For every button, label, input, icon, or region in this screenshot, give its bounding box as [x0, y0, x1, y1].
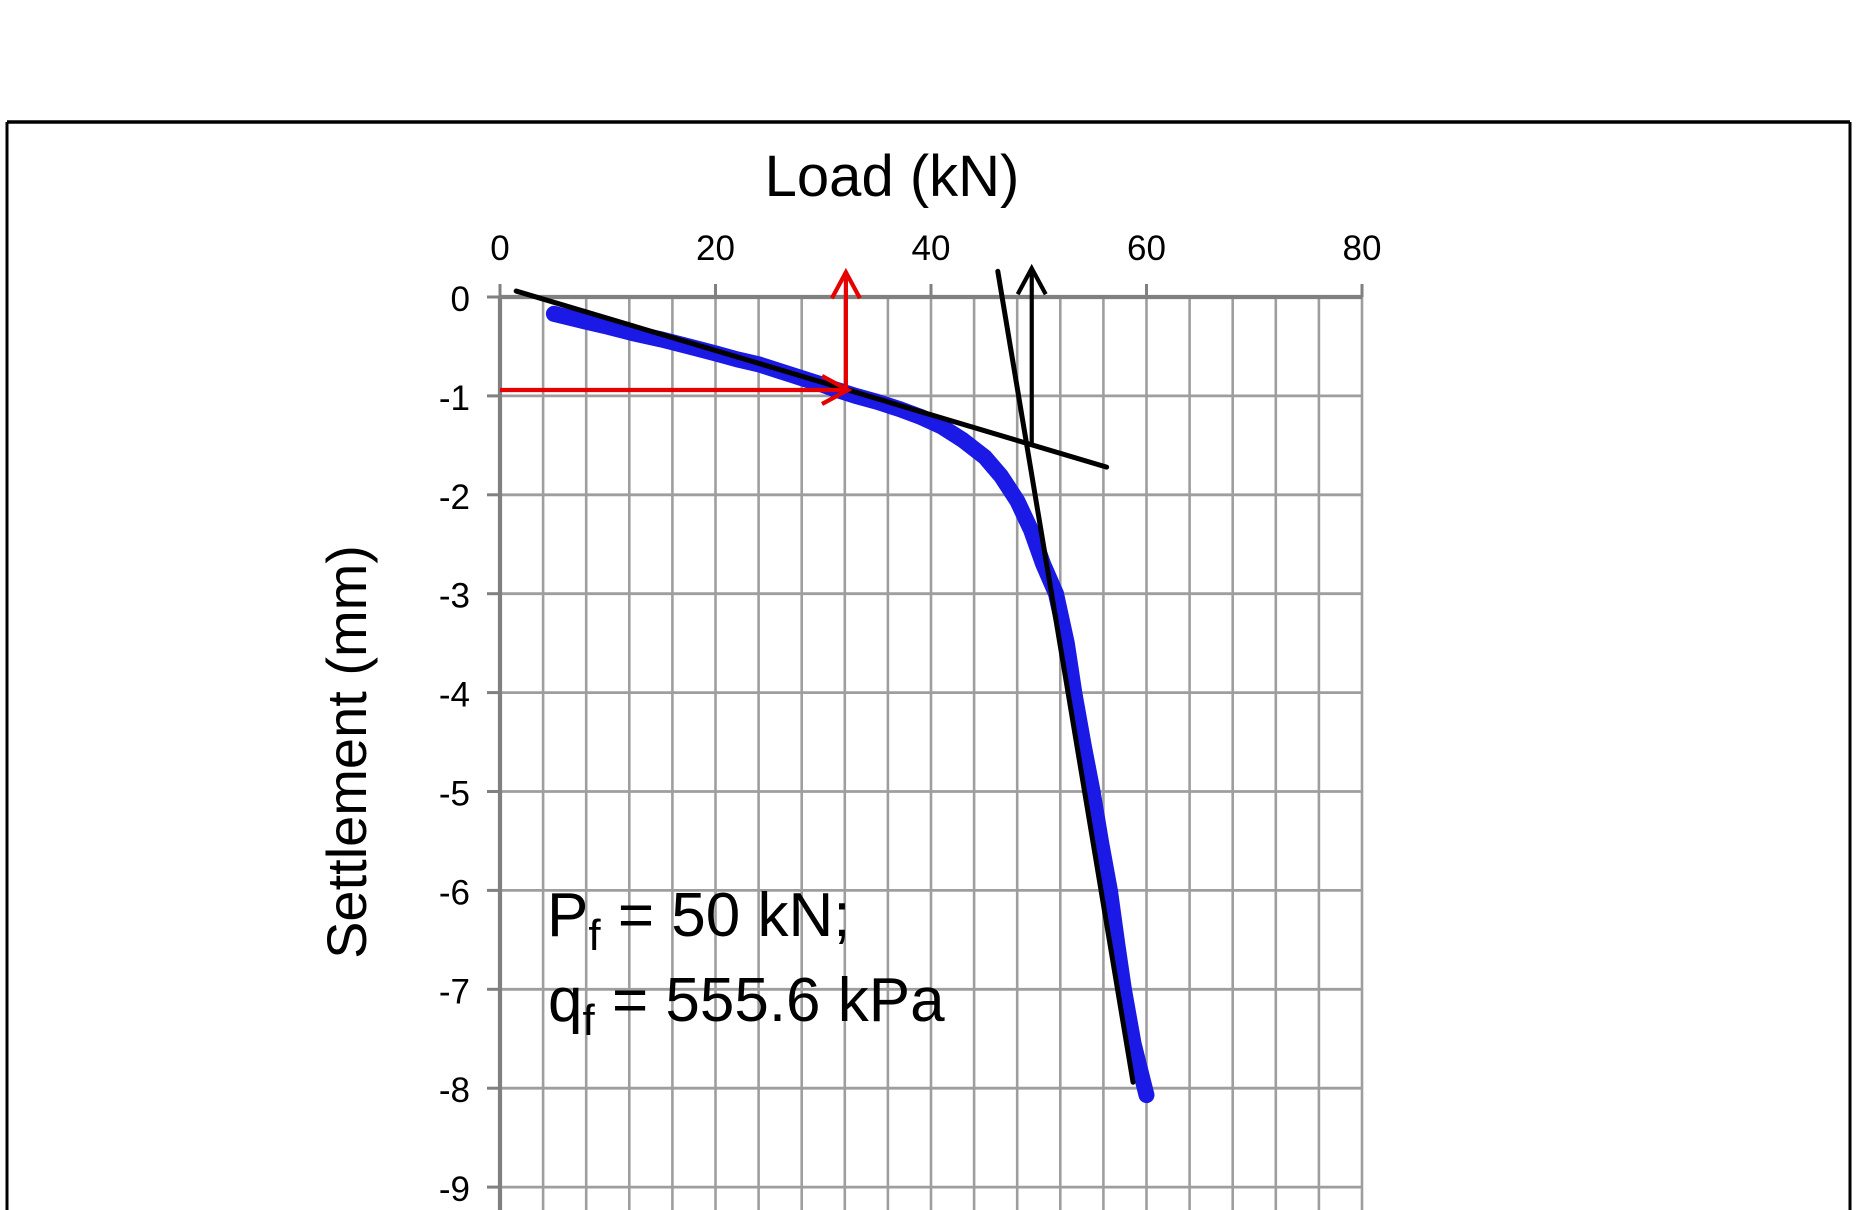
annotation-qf-base: q [548, 966, 582, 1035]
chart-frame [5, 120, 1852, 1210]
x-axis-title: Load (kN) [765, 144, 1020, 209]
arrow-layer [500, 263, 1048, 444]
x-tick-label: 20 [696, 229, 735, 268]
y-tick-label: -7 [439, 972, 470, 1011]
tick-label-layer: 0 20 40 60 80 0 -1 -2 -3 -4 -5 -6 -7 -8 -9 [439, 229, 1382, 1209]
y-tick-label: -9 [439, 1170, 470, 1209]
y-axis-title: Settlement (mm) [315, 545, 378, 959]
tangent-line [513, 288, 1110, 470]
y-tick-label: -6 [439, 873, 470, 912]
tangent-layer [513, 268, 1136, 1085]
x-tick-label: 80 [1343, 229, 1382, 268]
axis-layer [487, 284, 1364, 1210]
x-tick-label: 40 [912, 229, 951, 268]
annotation-pf-subscript: f [588, 911, 601, 960]
annotation-qf: qf = 555.6 kPa [548, 966, 945, 1045]
y-tick-label: -1 [439, 379, 470, 418]
annotation-pf: Pf = 50 kN; [547, 881, 850, 960]
y-tick-label: -5 [439, 775, 470, 814]
tangent-line [995, 268, 1136, 1085]
annotation-pf-value: = 50 kN; [601, 881, 851, 950]
annotation-qf-subscript: f [582, 996, 595, 1045]
x-tick-label: 0 [490, 229, 509, 268]
annotation-pf-base: P [547, 881, 588, 950]
curve-layer [545, 305, 1155, 1104]
y-tick-label: -4 [439, 676, 470, 715]
y-tick-label: -2 [439, 478, 470, 517]
load-settlement-curve [545, 305, 1155, 1104]
arrow-head [1015, 263, 1048, 296]
y-tick-label: -8 [439, 1071, 470, 1110]
y-tick-label: -3 [439, 577, 470, 616]
grid-layer [500, 297, 1364, 1210]
x-tick-label: 60 [1127, 229, 1166, 268]
annotation-qf-value: = 555.6 kPa [595, 966, 945, 1035]
arrow-head [821, 374, 853, 406]
y-tick-label: 0 [451, 280, 470, 319]
arrow-head [830, 267, 862, 300]
